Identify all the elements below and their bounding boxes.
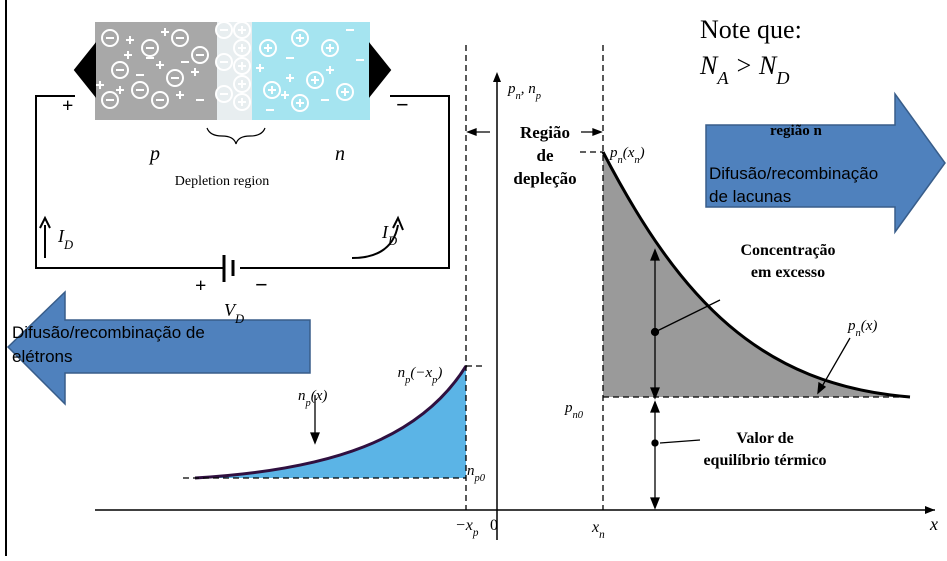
label-part: > N [728,51,778,80]
label-part: (−x [410,365,432,381]
label: p [148,143,160,165]
label: + [195,275,206,297]
label-part: p0 [474,473,486,484]
label: Concentração [740,242,835,259]
label-part: D [775,68,789,88]
label: − [396,92,409,117]
label: x [929,514,938,534]
arrow-text: Difusão/recombinação [709,164,878,183]
arrow-right [706,94,945,232]
label: pn(x) [847,318,877,339]
label-part: D [63,238,73,252]
label: np0 [467,463,486,484]
label: np(x) [298,388,327,409]
label-part: n [599,529,605,541]
label: n [335,143,345,165]
label: Valor de [736,430,793,447]
label: Depletion region [175,174,269,189]
label-part: , n [521,81,536,97]
label: + [62,95,73,117]
label: xn [591,519,605,541]
label-part: n0 [573,410,584,421]
label-part: N [699,51,719,80]
label: região n [770,123,822,139]
label: pn, np [507,81,541,102]
label-part: n [398,365,406,381]
label-part: (x) [311,388,328,404]
label: de [537,146,554,165]
label-part: D [387,234,397,248]
slide: Note que:NA > NDpnDepletion region+−IDID… [0,0,947,561]
label-part: p [472,527,479,539]
label: pn0 [564,400,584,421]
label-part: (x) [861,318,878,334]
label-part: D [234,312,244,326]
label: equilíbrio térmico [703,452,826,469]
label-part: ) [639,145,645,161]
label: −xp [455,517,479,539]
label-part: A [716,68,729,88]
arrow-text: de lacunas [709,187,791,206]
label: − [255,272,268,297]
label: em excesso [751,264,825,281]
label: pn(xn) [609,145,645,166]
label: 0 [490,517,498,534]
note-title: Note que: [700,15,802,44]
arrow-text: Difusão/recombinação de [12,323,205,342]
note-formula: NA > ND [699,51,790,88]
label-part: x [591,519,599,536]
label: np(−xp) [398,365,443,386]
label-part: n [298,388,306,404]
label-part: ) [436,365,442,381]
label: ID [57,226,73,252]
label-part: n [467,463,475,479]
label: depleção [513,169,576,188]
label-part: (x [623,145,635,161]
arrow-text: elétrons [12,347,72,366]
label-part: p [535,91,541,102]
label-part: −x [455,517,473,534]
label: Região [520,123,570,142]
